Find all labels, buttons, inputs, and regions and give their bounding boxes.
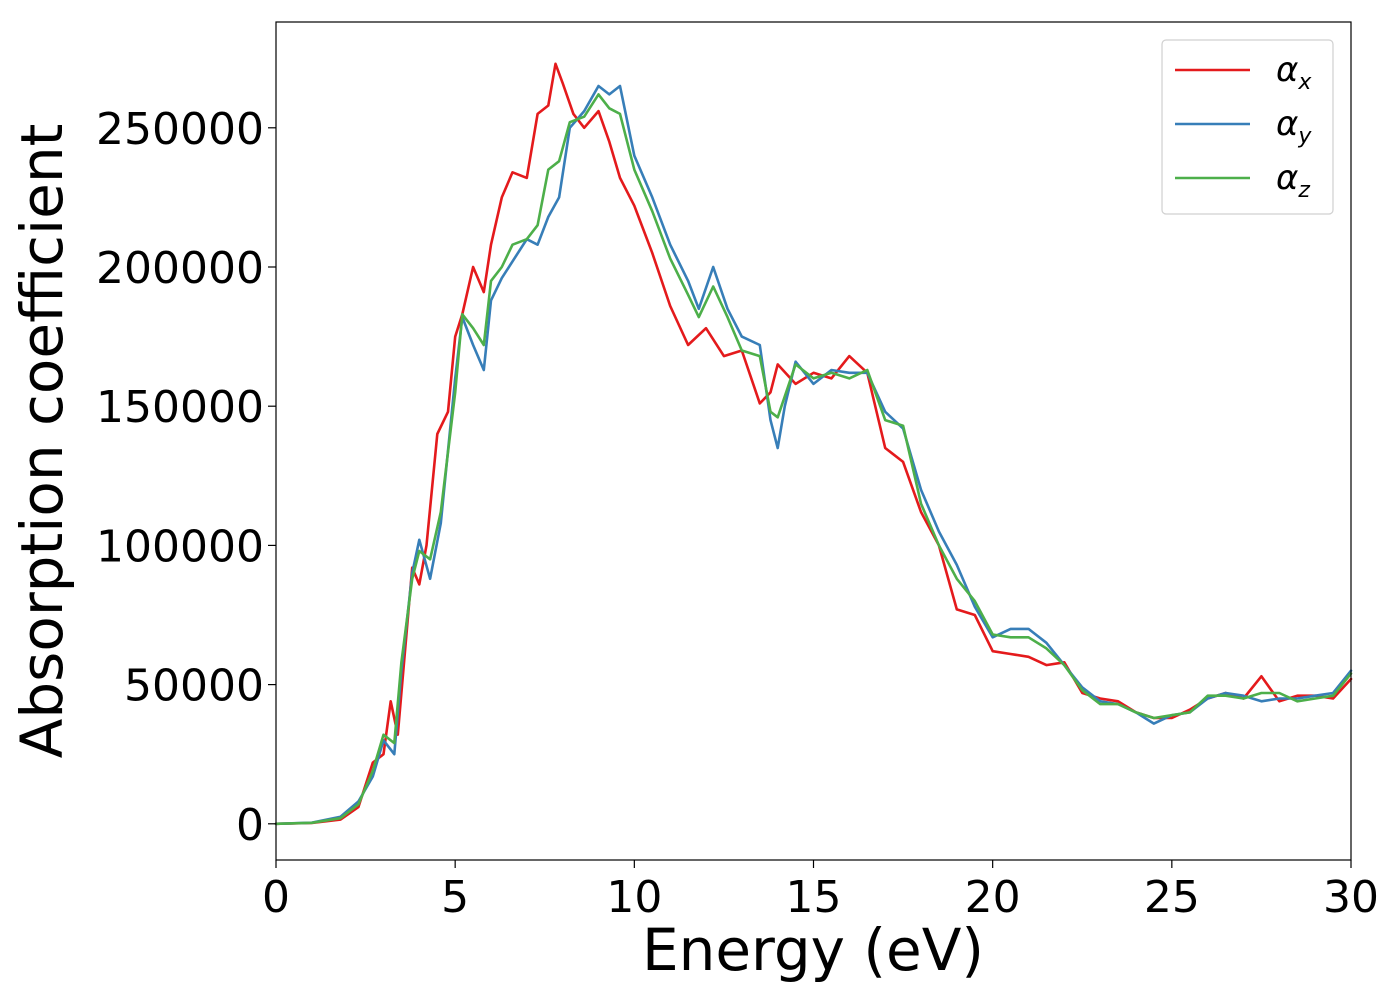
x-tick-label: 20 <box>965 872 1021 923</box>
y-tick-label: 250000 <box>96 104 264 155</box>
x-tick-label: 30 <box>1323 872 1379 923</box>
y-tick-label: 200000 <box>96 243 264 294</box>
x-tick-label: 5 <box>441 872 469 923</box>
x-tick-label: 15 <box>786 872 842 923</box>
y-axis-title: Absorption coefficient <box>8 124 76 759</box>
y-tick-label: 50000 <box>124 661 264 712</box>
legend-box <box>1161 39 1334 215</box>
y-axis-ticks: 0 50000 100000 150000 200000 250000 <box>96 104 276 851</box>
series-line-alpha-z <box>274 93 1353 826</box>
x-tick-label: 10 <box>606 872 662 923</box>
x-axis-title: Energy (eV) <box>642 916 984 984</box>
y-tick-label: 0 <box>236 800 264 851</box>
x-axis-ticks: 0 5 10 15 20 25 30 <box>262 860 1379 923</box>
y-tick-label: 100000 <box>96 521 264 572</box>
series-layer <box>274 62 1353 826</box>
x-tick-label: 0 <box>262 872 290 923</box>
y-tick-label: 150000 <box>96 382 264 433</box>
x-tick-label: 25 <box>1144 872 1200 923</box>
